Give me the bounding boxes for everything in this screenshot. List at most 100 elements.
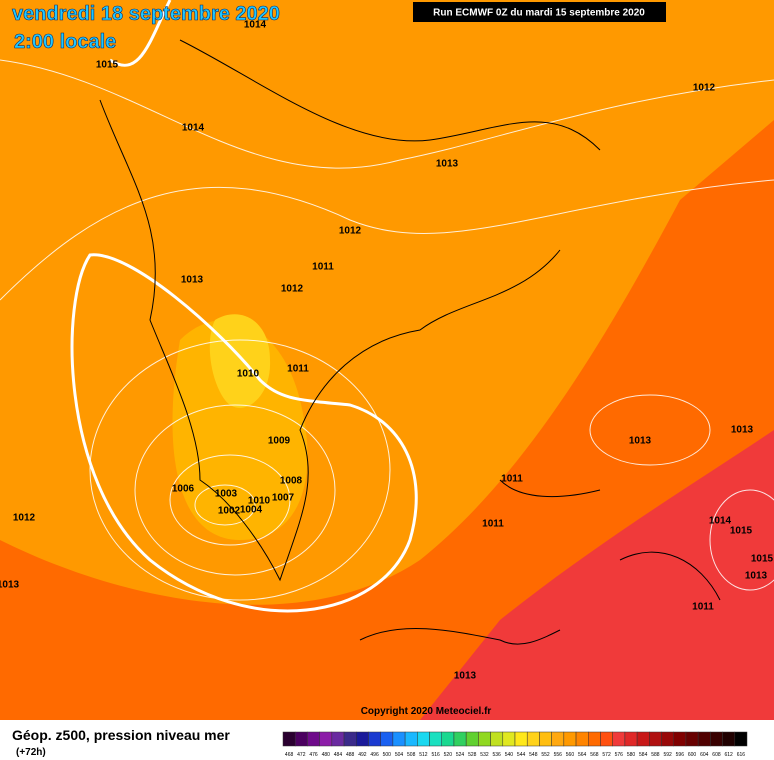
scale-label: 540 [505, 752, 514, 758]
scale-swatch [404, 731, 418, 747]
footer-lead: (+72h) [16, 747, 46, 758]
zone-580 [420, 430, 774, 720]
scale-label: 528 [468, 752, 477, 758]
pressure-label: 1015 [730, 526, 753, 537]
scale-label: 616 [737, 752, 746, 758]
scale-swatch [307, 731, 320, 747]
scale-swatch [294, 731, 308, 747]
scale-swatch [514, 731, 528, 747]
scale-swatch [539, 731, 552, 747]
pressure-label: 1010 [248, 496, 271, 507]
scale-label: 552 [541, 752, 550, 758]
pressure-label: 1012 [281, 284, 304, 295]
scale-swatch [343, 731, 357, 747]
run-box [413, 2, 666, 22]
scale-swatch [356, 731, 369, 747]
scale-swatch [685, 731, 699, 747]
scale-swatch [588, 731, 601, 747]
scale-swatch [490, 731, 504, 747]
copyright: Copyright 2020 Meteociel.fr [361, 706, 492, 717]
scale-label: 488 [346, 752, 355, 758]
scale-swatch [331, 731, 345, 747]
scale-swatch [282, 731, 296, 747]
coastlines [99, 39, 721, 645]
pressure-label: 1012 [693, 83, 716, 94]
scale-label: 508 [407, 752, 416, 758]
pressure-label: 1006 [172, 484, 195, 495]
scale-swatch [380, 731, 394, 747]
scale-swatch [478, 731, 491, 747]
scale-swatch [368, 731, 381, 747]
scale-swatch [697, 731, 711, 747]
color-scale: 468 472 476 480 484 488 492 496 500 504 508 512 516 5… [282, 731, 748, 758]
footer-title: Géop. z500, pression niveau mer [12, 727, 230, 743]
pressure-label: 1011 [312, 262, 334, 273]
date-label: vendredi 18 septembre 2020 [12, 3, 280, 25]
scale-label: 548 [529, 752, 538, 758]
pressure-label: 1012 [339, 226, 362, 237]
scale-label: 600 [688, 752, 697, 758]
scale-label: 524 [456, 752, 465, 758]
z500-contour [109, 0, 172, 67]
scale-label: 516 [431, 752, 440, 758]
scale-label: 500 [383, 752, 392, 758]
scale-swatch [710, 731, 723, 747]
scale-swatch [417, 731, 430, 747]
scale-label: 468 [285, 752, 294, 758]
scale-label: 588 [651, 752, 660, 758]
scale-swatch [600, 731, 613, 747]
scale-label: 476 [309, 752, 318, 758]
pressure-label: 1003 [215, 489, 238, 500]
pressure-label: 1011 [501, 474, 523, 485]
pressure-label: 1008 [280, 476, 303, 487]
scale-swatch [392, 731, 406, 747]
scale-swatch [649, 731, 662, 747]
scale-label: 536 [493, 752, 502, 758]
scale-label: 544 [517, 752, 526, 758]
scale-label: 504 [395, 752, 404, 758]
pressure-label: 1004 [240, 505, 263, 516]
pressure-label: 1013 [629, 436, 652, 447]
scale-swatch [734, 731, 748, 747]
scale-label: 604 [700, 752, 709, 758]
isobars [0, 59, 774, 601]
run-label: Run ECMWF 0Z du mardi 15 septembre 2020 [433, 8, 645, 19]
scale-swatch [722, 731, 736, 747]
scale-swatch [575, 731, 589, 747]
scale-label: 556 [554, 752, 563, 758]
pressure-label: 1013 [454, 671, 477, 682]
scale-swatch [429, 731, 442, 747]
scale-label: 592 [663, 752, 672, 758]
scale-swatch [465, 731, 479, 747]
pressure-label: 1014 [244, 20, 267, 31]
scale-label: 584 [639, 752, 648, 758]
pressure-label: 1007 [272, 493, 295, 504]
scale-label: 568 [590, 752, 599, 758]
scale-label: 492 [358, 752, 367, 758]
scale-swatch [319, 731, 333, 747]
pressure-label: 1015 [751, 554, 774, 565]
pressure-label: 1010 [237, 369, 260, 380]
pressure-label: 1014 [182, 123, 205, 134]
scale-swatch [563, 731, 577, 747]
scale-label: 520 [444, 752, 453, 758]
pressure-label: 1013 [0, 580, 20, 591]
scale-swatch [624, 731, 638, 747]
scale-label: 580 [627, 752, 636, 758]
pressure-label: 1009 [268, 436, 291, 447]
scale-label: 576 [615, 752, 624, 758]
scale-swatch [551, 731, 565, 747]
time-label: 2:00 locale [14, 31, 116, 53]
scale-swatch [661, 731, 674, 747]
pressure-label: 1012 [13, 513, 36, 524]
scale-label: 612 [725, 752, 734, 758]
scale-swatch [636, 731, 650, 747]
pressure-label: 1015 [96, 60, 119, 71]
scale-label: 564 [578, 752, 587, 758]
pressure-label: 1013 [745, 571, 768, 582]
pressure-label: 1014 [709, 516, 732, 527]
scale-label: 532 [480, 752, 489, 758]
scale-label: 496 [370, 752, 379, 758]
scale-swatch [612, 731, 626, 747]
